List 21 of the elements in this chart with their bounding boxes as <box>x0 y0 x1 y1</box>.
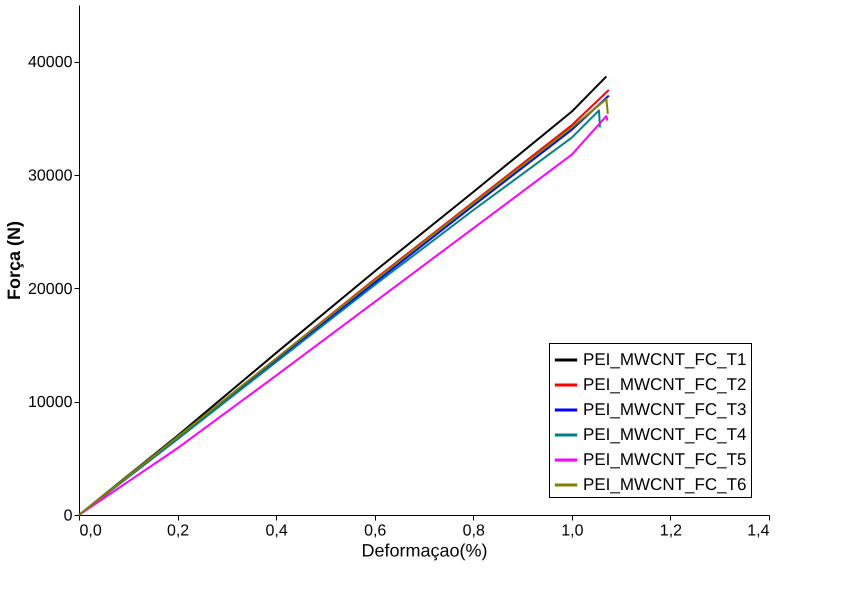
x-tick-label: 1,4 <box>747 522 770 540</box>
x-tick-label: 0,0 <box>80 522 102 540</box>
legend-label: PEI_MWCNT_FC_T1 <box>583 350 746 369</box>
legend-label: PEI_MWCNT_FC_T6 <box>583 475 746 494</box>
x-tick-label: 0,6 <box>364 522 386 540</box>
x-tick-label: 0,2 <box>166 522 190 540</box>
y-tick-label: 0 <box>64 508 73 524</box>
x-tick-label: 0,4 <box>266 522 288 540</box>
y-tick-label: 20000 <box>28 280 73 298</box>
y-tick-label: 30000 <box>28 168 73 184</box>
x-axis-title: Deformaçao(%) <box>361 540 488 560</box>
x-tick-label: 1,2 <box>660 522 682 540</box>
x-tick-label: 0,8 <box>462 522 486 540</box>
y-axis-title: Força (N) <box>4 220 24 300</box>
legend-label: PEI_MWCNT_FC_T2 <box>583 375 746 394</box>
legend-label: PEI_MWCNT_FC_T4 <box>583 425 746 444</box>
y-tick-label: 40000 <box>28 54 73 72</box>
legend-label: PEI_MWCNT_FC_T5 <box>583 450 746 469</box>
x-tick-label: 1,0 <box>561 522 584 540</box>
y-tick-label: 10000 <box>28 394 73 412</box>
legend-label: PEI_MWCNT_FC_T3 <box>583 400 746 419</box>
